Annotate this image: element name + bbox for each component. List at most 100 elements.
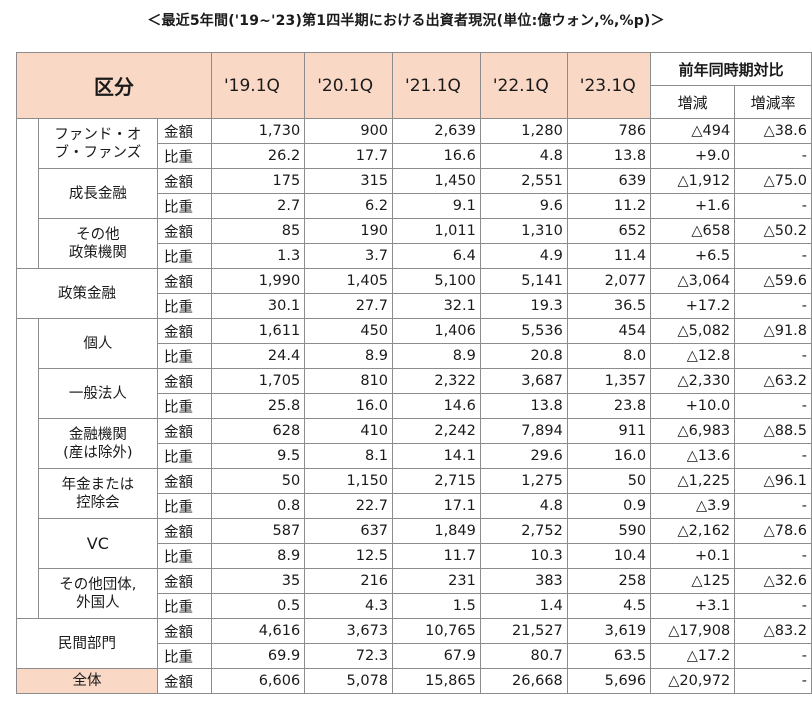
- investor-status-table: 区分 '19.1Q '20.1Q '21.1Q '22.1Q '23.1Q 前年…: [15, 52, 812, 694]
- value-cell: 590: [566, 518, 652, 544]
- metric-label: 比重: [157, 193, 212, 219]
- table-row: 比重 8.9 12.5 11.7 10.3 10.4 +0.1-: [17, 543, 812, 569]
- metric-label: 金額: [157, 268, 212, 294]
- value-cell: △5,082: [650, 318, 736, 344]
- metric-label: 比重: [157, 643, 212, 669]
- table-body: ファンド・オ ブ・ファンズ 金額 1,730 900 2,639 1,280 786 △494 △…: [15, 118, 812, 694]
- subtotal-label: 政策金融: [15, 268, 159, 319]
- value-cell: 27.7: [304, 293, 394, 319]
- value-cell: 16.0: [566, 443, 652, 469]
- value-cell: △494: [650, 118, 736, 144]
- value-cell: -: [734, 543, 812, 569]
- value-cell: +6.5: [650, 243, 736, 269]
- value-cell: 0.8: [210, 493, 306, 519]
- value-cell: 8.9: [210, 543, 306, 569]
- group-spine-cell: [16, 218, 39, 269]
- value-cell: △3.9: [650, 493, 736, 519]
- value-cell: +3.1: [650, 593, 736, 619]
- value-cell: 1,406: [392, 318, 481, 344]
- value-cell: 190: [304, 218, 394, 244]
- group-spine-cell: [16, 468, 39, 519]
- value-cell: 13.8: [479, 393, 568, 419]
- value-cell: +0.1: [650, 543, 736, 569]
- table-row: 比重 25.8 16.0 14.6 13.8 23.8 +10.0-: [17, 393, 812, 419]
- value-cell: 410: [304, 418, 394, 444]
- value-cell: △38.6: [734, 118, 812, 144]
- value-cell: 4.5: [566, 593, 652, 619]
- value-cell: 69.9: [210, 643, 306, 669]
- value-cell: 6.4: [392, 243, 481, 269]
- value-cell: 628: [210, 418, 306, 444]
- metric-label: 比重: [157, 443, 212, 469]
- value-cell: 786: [566, 118, 652, 144]
- value-cell: △1,225: [650, 468, 736, 494]
- metric-label: 金額: [157, 118, 212, 144]
- value-cell: 15,865: [392, 668, 481, 694]
- group-spine-cell: [16, 518, 39, 569]
- value-cell: 9.5: [210, 443, 306, 469]
- category-label-line: (産は除外): [63, 444, 133, 461]
- value-cell: 29.6: [479, 443, 568, 469]
- value-cell: 1.3: [210, 243, 306, 269]
- value-cell: 17.7: [304, 143, 394, 169]
- value-cell: △17.2: [650, 643, 736, 669]
- value-cell: 32.1: [392, 293, 481, 319]
- group-spine-cell: [16, 118, 39, 169]
- header-change-rate: 増減率: [734, 85, 812, 119]
- value-cell: -: [734, 243, 812, 269]
- value-cell: 72.3: [304, 643, 394, 669]
- table-row: 比重 0.8 22.7 17.1 4.8 0.9 △3.9-: [17, 493, 812, 519]
- value-cell: 2,551: [479, 168, 568, 194]
- value-cell: 21,527: [479, 618, 568, 644]
- value-cell: +17.2: [650, 293, 736, 319]
- value-cell: 5,536: [479, 318, 568, 344]
- value-cell: △2,330: [650, 368, 736, 394]
- value-cell: △3,064: [650, 268, 736, 294]
- value-cell: 4.3: [304, 593, 394, 619]
- category-label-line: 外国人: [76, 594, 120, 611]
- value-cell: 35: [210, 568, 306, 594]
- value-cell: 8.9: [392, 343, 481, 369]
- value-cell: 2,639: [392, 118, 481, 144]
- value-cell: 1,357: [566, 368, 652, 394]
- value-cell: 2,752: [479, 518, 568, 544]
- value-cell: -: [734, 143, 812, 169]
- value-cell: 3.7: [304, 243, 394, 269]
- value-cell: 24.4: [210, 343, 306, 369]
- table-row: その他団体, 外国人 金額 35 216 231 383 258 △125 △32.6: [16, 568, 812, 619]
- metric-label: 金額: [157, 618, 212, 644]
- metric-label: 比重: [157, 243, 212, 269]
- value-cell: 2.7: [210, 193, 306, 219]
- value-cell: 1,611: [210, 318, 306, 344]
- value-cell: 11.7: [392, 543, 481, 569]
- value-cell: △75.0: [734, 168, 812, 194]
- metric-label: 金額: [157, 668, 212, 694]
- value-cell: △50.2: [734, 218, 812, 244]
- value-cell: 50: [210, 468, 306, 494]
- value-cell: 639: [566, 168, 652, 194]
- value-cell: 63.5: [566, 643, 652, 669]
- value-cell: 2,242: [392, 418, 481, 444]
- value-cell: 14.1: [392, 443, 481, 469]
- value-cell: △59.6: [734, 268, 812, 294]
- group-spine-cell: [16, 418, 39, 469]
- value-cell: 1,450: [392, 168, 481, 194]
- value-cell: 6,606: [210, 668, 306, 694]
- group-spine-cell: [16, 168, 39, 219]
- value-cell: 216: [304, 568, 394, 594]
- metric-label: 比重: [157, 343, 212, 369]
- table-row: 比重 26.2 17.7 16.6 4.8 13.8 +9.0-: [17, 143, 812, 169]
- value-cell: 7,894: [479, 418, 568, 444]
- value-cell: 50: [566, 468, 652, 494]
- group-spine-cell: [16, 568, 39, 619]
- header-compare: 前年同時期対比: [650, 52, 812, 86]
- category-label-line: 金融機関: [68, 426, 127, 443]
- value-cell: 12.5: [304, 543, 394, 569]
- category-cell: その他団体, 外国人: [37, 568, 159, 619]
- table-row: 比重 24.4 8.9 8.9 20.8 8.0 △12.8-: [17, 343, 812, 369]
- value-cell: 6.2: [304, 193, 394, 219]
- value-cell: △91.8: [734, 318, 812, 344]
- value-cell: 16.0: [304, 393, 394, 419]
- table-row: 個人 金額 1,611 450 1,406 5,536 454 △5,082 △91.8: [16, 318, 812, 369]
- value-cell: 8.9: [304, 343, 394, 369]
